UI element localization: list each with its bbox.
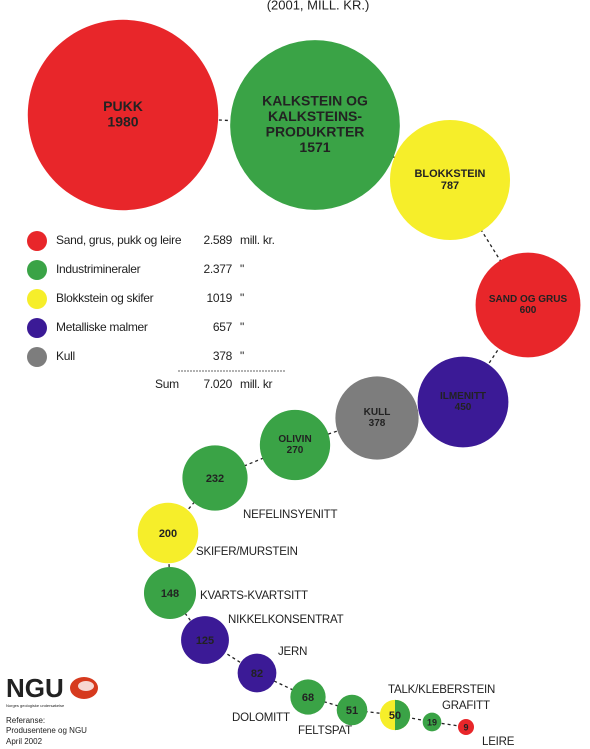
bubble-label: SAND OG GRUS [489, 294, 568, 305]
bubble-value: 51 [346, 705, 358, 717]
bubble-value: 19 [427, 717, 437, 727]
bubble-label: KALKSTEINS- [268, 108, 362, 124]
bubble [422, 712, 442, 732]
legend-name: Blokkstein og skifer [56, 291, 154, 305]
bubble-label: OLIVIN [278, 434, 311, 445]
bubble-label: KULL [364, 407, 391, 418]
bubble-value: 50 [389, 710, 401, 722]
bubble-label: TALK/KLEBERSTEIN [388, 684, 495, 696]
bubble-value: 9 [463, 722, 468, 732]
bubble-label: LEIRE [482, 736, 515, 748]
bubble [27, 19, 219, 211]
bubble-label: DOLOMITT [232, 712, 290, 724]
bubble-label: BLOKKSTEIN [415, 168, 486, 180]
bubble [259, 409, 331, 481]
logo-text: NGU [6, 673, 64, 703]
bubble [475, 252, 581, 358]
sum-name: Sum [155, 377, 179, 391]
legend-value: 657 [213, 320, 233, 334]
bubble [417, 356, 509, 448]
reference: Produsentene og NGU [6, 726, 87, 735]
legend-unit: " [240, 291, 244, 305]
legend-value: 378 [213, 349, 233, 363]
legend-name: Metalliske malmer [56, 320, 148, 334]
bubble-half [395, 699, 411, 731]
bubble [230, 40, 400, 210]
bubble [181, 616, 229, 664]
bubble-value: 68 [302, 692, 314, 704]
bubble-value: 1980 [107, 113, 138, 129]
bubble-value: 125 [196, 635, 214, 647]
bubble-value: 200 [159, 528, 177, 540]
reference: April 2002 [6, 737, 43, 746]
bubble [137, 502, 199, 564]
legend-swatch [27, 347, 47, 367]
bubble-label: ILMENITT [440, 391, 486, 402]
logo-icon [78, 681, 94, 691]
bubble [182, 445, 248, 511]
legend-value: 2.589 [203, 233, 232, 247]
chart-subtitle: (2001, MILL. KR.) [267, 0, 370, 12]
bubble-value: 148 [161, 588, 179, 600]
bubble-label: NIKKELKONSENTRAT [228, 614, 344, 626]
bubble [336, 694, 368, 726]
legend-swatch [27, 260, 47, 280]
bubble-label: GRAFITT [442, 700, 490, 712]
legend-unit: mill. kr. [240, 233, 275, 247]
bubble-value: 787 [441, 180, 459, 192]
bubble [389, 119, 511, 241]
bubble-value: 82 [251, 668, 263, 680]
legend-swatch [27, 289, 47, 309]
bubble [290, 679, 326, 715]
bubble-label: FELTSPAT [298, 725, 352, 737]
legend-name: Industrimineraler [56, 262, 141, 276]
bubble-label: KVARTS-KVARTSITT [200, 590, 308, 602]
bubble-label: JERN [278, 646, 307, 658]
bubble-label: KALKSTEIN OG [262, 93, 368, 109]
bubble-value: 600 [520, 305, 537, 316]
legend-unit: " [240, 262, 244, 276]
legend-unit: " [240, 320, 244, 334]
bubble-label: NEFELINSYENITT [243, 509, 338, 521]
sum-unit: mill. kr [240, 377, 273, 391]
logo-tagline: Norges geologiske undersøkelse [6, 703, 65, 708]
bubble [143, 566, 197, 620]
legend-swatch [27, 318, 47, 338]
reference: Referanse: [6, 716, 45, 725]
bubble [458, 719, 474, 735]
legend-value: 1019 [207, 291, 233, 305]
legend-name: Sand, grus, pukk og leire [56, 233, 182, 247]
bubble-label: SKIFER/MURSTEIN [196, 546, 298, 558]
bubble-label: PRODUKRTER [266, 123, 365, 139]
bubble [335, 376, 419, 460]
logo: NGU Norges geologiske undersøkelse Refer… [6, 673, 98, 746]
sum-value: 7.020 [203, 377, 232, 391]
bubble [237, 653, 277, 693]
bubble-value: 232 [206, 473, 224, 485]
bubble-value: 1571 [299, 139, 330, 155]
legend-value: 2.377 [203, 262, 232, 276]
bubble-value: 378 [369, 418, 386, 429]
legend-swatch [27, 231, 47, 251]
legend-name: Kull [56, 349, 75, 363]
bubble-value: 450 [455, 402, 472, 413]
bubble-label: PUKK [103, 98, 143, 114]
legend-unit: " [240, 349, 244, 363]
bubble-value: 270 [287, 445, 304, 456]
